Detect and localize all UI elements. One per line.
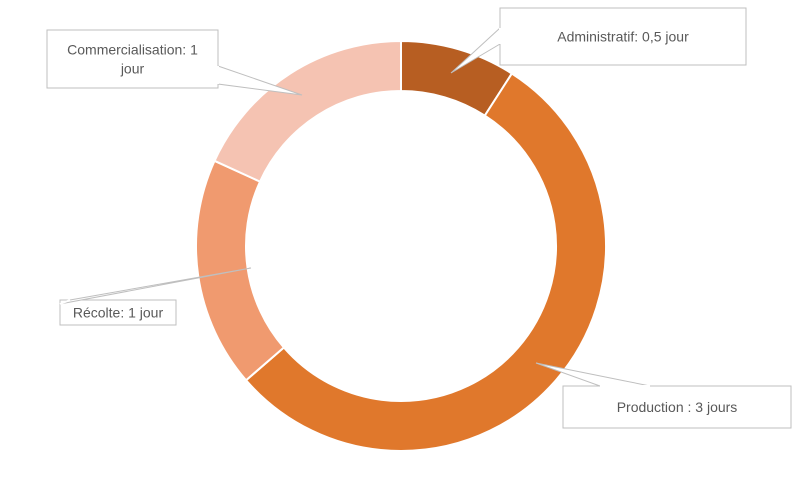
donut-slices: [195, 39, 607, 452]
callout-commercialisation: Commercialisation: 1 jour: [46, 29, 303, 96]
callout-label: Commercialisation: 1: [67, 42, 198, 58]
callout-label: Administratif: 0,5 jour: [557, 29, 689, 45]
callout-administratif: Administratif: 0,5 jour: [450, 7, 747, 74]
callout-box: [499, 7, 747, 66]
callout-label: Production : 3 jours: [617, 399, 738, 415]
callout-label: Récolte: 1 jour: [73, 305, 164, 321]
callout-box: [59, 299, 177, 326]
callout-label: jour: [120, 61, 145, 77]
callout-recolte: Récolte: 1 jour: [59, 267, 252, 326]
slice-production: [244, 72, 607, 452]
slice-commercialisation: [213, 39, 402, 183]
callout-box: [46, 29, 219, 89]
callout-production: Production : 3 jours: [535, 362, 792, 429]
callout-box: [562, 385, 792, 429]
